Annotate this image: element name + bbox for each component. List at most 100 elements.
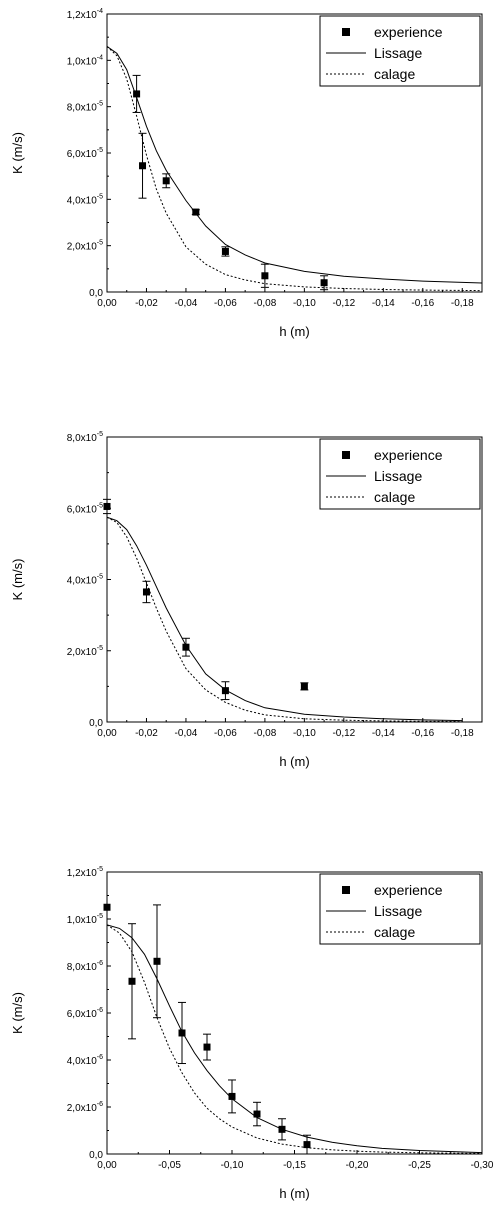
- series-line-lissage: [107, 516, 463, 722]
- x-tick-label: -0,05: [158, 1160, 181, 1171]
- x-tick-label: -0,18: [451, 728, 474, 739]
- data-point-experience: [300, 682, 308, 690]
- y-tick-label: 4,0x10-6: [67, 1054, 103, 1067]
- y-tick-label: 0,0: [89, 718, 103, 729]
- y-tick-exponent: -6: [97, 1007, 103, 1014]
- legend-marker-experience: [342, 28, 350, 36]
- legend-label: Lissage: [374, 903, 422, 919]
- y-axis-title: K (m/s): [10, 132, 25, 174]
- y-tick-label: 1,0x10-4: [67, 54, 103, 67]
- data-point-experience: [228, 1092, 236, 1100]
- data-point-experience: [139, 162, 147, 170]
- x-tick-label: -0,16: [411, 298, 434, 309]
- data-point-experience: [128, 977, 136, 985]
- data-point-experience: [303, 1141, 311, 1149]
- y-tick-label: 4,0x10-5: [67, 193, 103, 206]
- data-point-experience: [203, 1043, 211, 1051]
- legend-label: calage: [374, 924, 415, 940]
- y-tick-mantissa: 2,0x10: [67, 242, 97, 253]
- data-point-experience: [133, 90, 141, 98]
- y-tick-label: 8,0x10-6: [67, 960, 103, 973]
- x-tick-label: 0,00: [97, 1160, 117, 1171]
- y-tick-mantissa: 1,2x10: [67, 868, 97, 879]
- y-tick-exponent: -4: [97, 54, 103, 61]
- data-point-experience: [261, 272, 269, 280]
- data-point-experience: [253, 1110, 261, 1118]
- x-tick-label: -0,04: [175, 728, 198, 739]
- x-tick-label: 0,00: [97, 298, 117, 309]
- data-point-experience: [178, 1029, 186, 1037]
- y-tick-mantissa: 6,0x10: [67, 149, 97, 160]
- y-tick-exponent: -4: [97, 8, 103, 15]
- x-tick-label: -0,18: [451, 298, 474, 309]
- y-tick-mantissa: 8,0x10: [67, 433, 97, 444]
- y-tick-exponent: -5: [97, 866, 103, 873]
- y-tick-mantissa: 2,0x10: [67, 1103, 97, 1114]
- x-tick-label: -0,16: [411, 728, 434, 739]
- data-point-experience: [221, 247, 229, 255]
- data-point-experience: [103, 903, 111, 911]
- y-tick-mantissa: 2,0x10: [67, 647, 97, 658]
- y-tick-exponent: -5: [97, 574, 103, 581]
- data-point-experience: [320, 279, 328, 287]
- legend-label: calage: [374, 489, 415, 505]
- y-tick-exponent: -5: [97, 147, 103, 154]
- x-axis-title: h (m): [279, 754, 309, 769]
- x-tick-label: -0,10: [293, 728, 316, 739]
- data-point-experience: [153, 957, 161, 965]
- x-axis-title: h (m): [279, 324, 309, 339]
- x-tick-label: -0,12: [332, 298, 355, 309]
- x-tick-label: -0,20: [346, 1160, 369, 1171]
- x-tick-label: -0,30: [471, 1160, 494, 1171]
- y-tick-mantissa: 4,0x10: [67, 576, 97, 587]
- y-tick-label: 0,0: [89, 288, 103, 299]
- y-axis-title: K (m/s): [10, 559, 25, 601]
- y-tick-mantissa: 1,0x10: [67, 915, 97, 926]
- data-point-experience: [192, 208, 200, 216]
- y-tick-label: 4,0x10-5: [67, 574, 103, 587]
- legend-marker-experience: [342, 886, 350, 894]
- x-tick-label: -0,08: [253, 728, 276, 739]
- x-tick-label: -0,14: [372, 298, 395, 309]
- y-tick-mantissa: 0,0: [89, 718, 103, 729]
- y-tick-label: 1,2x10-5: [67, 866, 103, 879]
- y-tick-mantissa: 0,0: [89, 288, 103, 299]
- y-tick-label: 2,0x10-5: [67, 645, 103, 658]
- y-tick-mantissa: 4,0x10: [67, 195, 97, 206]
- y-tick-label: 8,0x10-5: [67, 431, 103, 444]
- x-tick-label: -0,10: [293, 298, 316, 309]
- series-line-calage: [107, 46, 482, 292]
- x-axis-title: h (m): [279, 1186, 309, 1201]
- legend-marker-experience: [342, 451, 350, 459]
- y-tick-label: 1,0x10-5: [67, 913, 103, 926]
- series-line-calage: [107, 516, 463, 722]
- series-line-lissage: [107, 924, 482, 1154]
- x-tick-label: -0,25: [408, 1160, 431, 1171]
- y-tick-mantissa: 0,0: [89, 1150, 103, 1161]
- y-tick-label: 6,0x10-5: [67, 502, 103, 515]
- x-tick-label: -0,02: [135, 298, 158, 309]
- y-tick-mantissa: 8,0x10: [67, 103, 97, 114]
- x-tick-label: -0,10: [221, 1160, 244, 1171]
- y-tick-exponent: -6: [97, 960, 103, 967]
- y-tick-exponent: -5: [97, 240, 103, 247]
- x-tick-label: -0,02: [135, 728, 158, 739]
- chart-middle: 0,00 -0,02 -0,04 -0,06 -0,08 -0,10 -0,12 -0,14 -…: [10, 431, 483, 769]
- y-tick-mantissa: 4,0x10: [67, 1056, 97, 1067]
- legend-label: Lissage: [374, 468, 422, 484]
- legend-label: experience: [374, 447, 443, 463]
- data-point-experience: [162, 177, 170, 185]
- x-tick-label: -0,06: [214, 728, 237, 739]
- y-tick-exponent: -5: [97, 913, 103, 920]
- series-line-calage: [107, 924, 482, 1154]
- y-tick-exponent: -6: [97, 1101, 103, 1108]
- chart-bottom: 0,00 -0,05 -0,10 -0,15 -0,20 -0,25 -0,30 0,0 2,0…: [10, 866, 494, 1201]
- data-point-experience: [221, 687, 229, 695]
- y-tick-label: 6,0x10-5: [67, 147, 103, 160]
- y-tick-exponent: -6: [97, 1054, 103, 1061]
- y-tick-label: 2,0x10-5: [67, 240, 103, 253]
- legend-label: calage: [374, 66, 415, 82]
- y-tick-label: 2,0x10-6: [67, 1101, 103, 1114]
- series-line-lissage: [107, 45, 482, 284]
